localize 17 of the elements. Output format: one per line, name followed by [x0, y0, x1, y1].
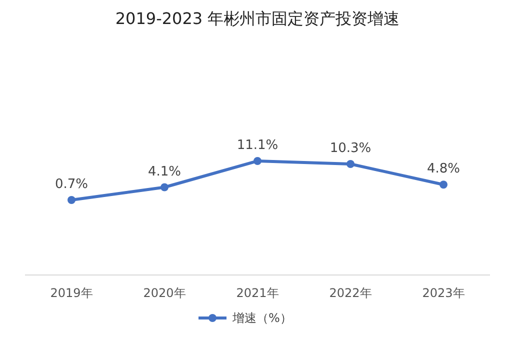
chart-title: 2019-2023 年彬州市固定资产投资增速	[115, 9, 400, 28]
point	[254, 157, 262, 165]
data-label: 4.1%	[148, 164, 182, 180]
x-tick-label: 2020年	[143, 286, 186, 300]
point	[68, 196, 76, 204]
data-label: 11.1%	[236, 138, 278, 153]
x-tick-label: 2019年	[50, 286, 93, 300]
x-tick-label: 2023年	[422, 286, 465, 300]
data-label: 0.7%	[54, 177, 88, 192]
point	[346, 160, 354, 168]
x-tick-label: 2022年	[329, 286, 372, 300]
point	[440, 180, 448, 189]
data-label: 10.3%	[330, 141, 372, 156]
data-label: 4.8%	[426, 162, 460, 177]
legend-label: 增速（%）	[232, 311, 292, 325]
x-tick-label: 2021年	[236, 286, 279, 300]
point	[160, 183, 168, 192]
